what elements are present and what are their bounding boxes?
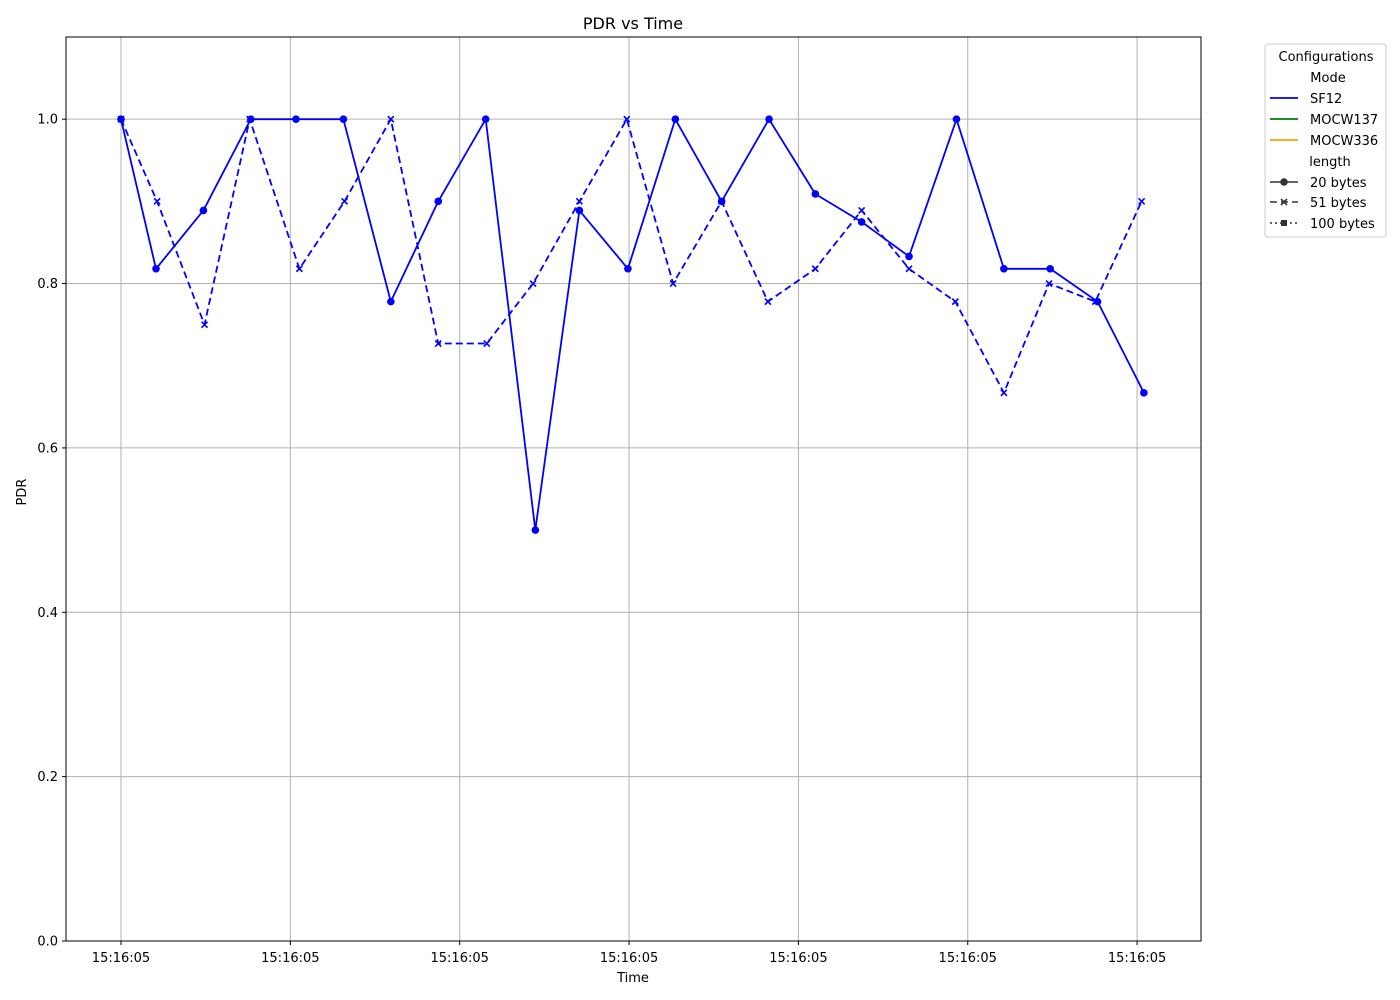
legend-label-100-bytes: 100 bytes	[1310, 217, 1375, 232]
x-tick-label: 15:16:05	[769, 951, 827, 966]
x-tick-label: 15:16:05	[939, 951, 997, 966]
data-point	[952, 115, 961, 123]
data-point	[1138, 197, 1146, 205]
data-point	[1046, 264, 1054, 273]
y-tick-label: 0.2	[37, 770, 58, 785]
legend-length-header: length	[1309, 155, 1350, 170]
legend-label-20-bytes: 20 bytes	[1310, 176, 1367, 191]
legend-mode-header: Mode	[1310, 71, 1345, 86]
data-point	[481, 115, 490, 123]
data-point	[200, 321, 209, 329]
data-point	[531, 526, 540, 534]
data-point	[199, 206, 208, 215]
series-layer	[117, 115, 1148, 534]
grid-lines	[66, 37, 1201, 942]
data-point	[857, 218, 866, 226]
y-tick-label: 0.8	[37, 277, 58, 292]
y-tick-label: 0.0	[37, 935, 58, 950]
legend-label-mocw336: MOCW336	[1310, 134, 1378, 149]
x-axis-label: Time	[616, 971, 649, 986]
legend-handles	[1270, 97, 1298, 226]
legend-marker	[1280, 178, 1288, 186]
data-point	[434, 339, 442, 348]
data-point	[1000, 264, 1008, 273]
y-tick-label: 0.6	[37, 441, 58, 456]
data-point	[483, 339, 491, 348]
data-point	[765, 115, 773, 123]
data-point	[1093, 297, 1102, 306]
data-point	[669, 279, 677, 288]
data-point	[153, 197, 161, 205]
data-point	[295, 265, 303, 273]
legend: Configurations Mode SF12 MOCW137 MOCW336…	[1264, 43, 1387, 238]
axis-ticks: 15:16:05 15:16:05 15:16:05 15:16:05 15:16:05…	[37, 113, 1166, 966]
data-point	[905, 252, 913, 261]
x-tick-label: 15:16:05	[261, 951, 319, 966]
data-point	[623, 115, 631, 123]
data-point	[117, 115, 125, 123]
data-point	[624, 264, 632, 273]
data-point	[811, 265, 819, 273]
data-point	[152, 264, 160, 273]
data-point	[764, 298, 772, 306]
legend-marker	[1280, 198, 1288, 206]
data-point	[905, 265, 913, 273]
data-point	[575, 197, 583, 205]
legend-label-mocw137: MOCW137	[1310, 113, 1378, 128]
data-point	[1140, 389, 1148, 397]
y-axis-label: PDR	[15, 479, 30, 506]
plot-frame	[65, 36, 1202, 942]
data-point	[575, 206, 584, 215]
x-tick-label: 15:16:05	[1108, 951, 1166, 966]
series-line-51-bytes	[120, 118, 1143, 394]
data-point	[292, 115, 300, 123]
data-point	[529, 279, 537, 288]
y-tick-label: 0.4	[37, 606, 58, 621]
legend-label-51-bytes: 51 bytes	[1310, 196, 1367, 211]
data-point	[811, 190, 820, 198]
data-point	[387, 115, 395, 123]
x-tick-label: 15:16:05	[92, 951, 150, 966]
data-point	[1091, 298, 1099, 306]
legend-box	[1264, 43, 1387, 238]
series-line-20-bytes	[120, 118, 1145, 531]
data-point	[1000, 389, 1008, 397]
data-point	[434, 197, 443, 206]
chart-title: PDR vs Time	[583, 14, 683, 33]
legend-marker	[1281, 220, 1287, 226]
data-point	[340, 197, 349, 205]
data-point	[1045, 279, 1053, 288]
data-point	[246, 115, 254, 123]
data-point	[951, 298, 959, 306]
legend-title: Configurations	[1279, 50, 1374, 65]
data-point	[387, 297, 395, 306]
x-tick-label: 15:16:05	[600, 951, 658, 966]
data-point	[718, 197, 726, 205]
data-point	[858, 206, 866, 214]
x-tick-label: 15:16:05	[431, 951, 489, 966]
data-point	[339, 115, 348, 123]
data-point	[671, 115, 680, 123]
y-tick-label: 1.0	[37, 113, 58, 128]
legend-label-sf12: SF12	[1310, 92, 1342, 107]
